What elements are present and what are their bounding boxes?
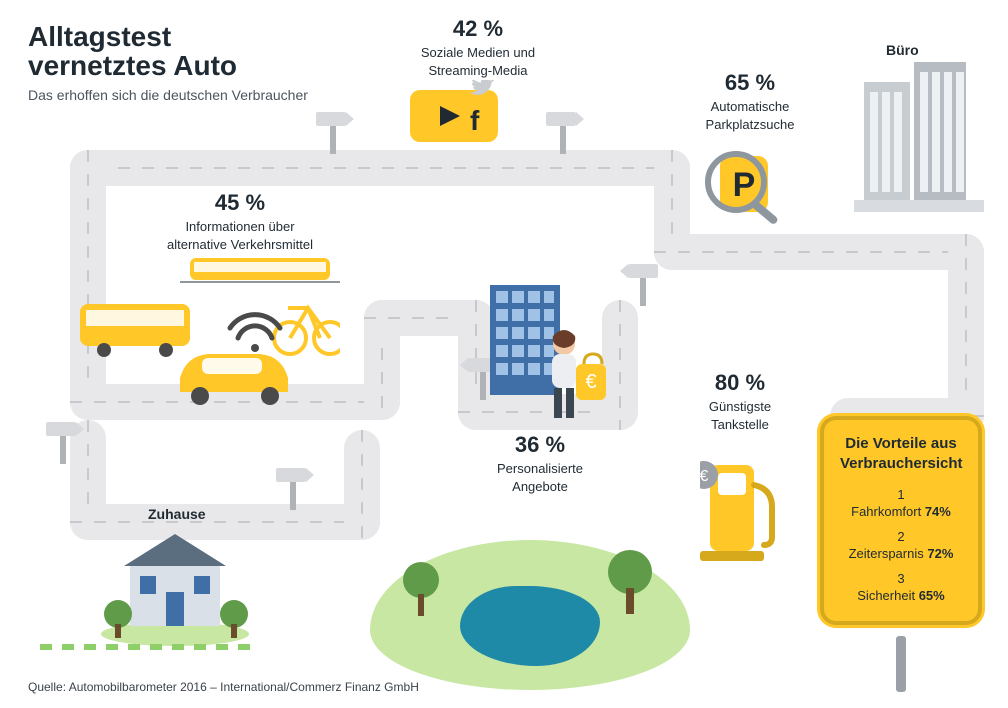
sign-arrow-icon [46, 422, 76, 436]
title: Alltagstest vernetztes Auto [28, 22, 308, 81]
svg-text:P: P [733, 166, 756, 204]
panel-post [896, 636, 906, 692]
home-house-icon [100, 526, 250, 646]
panel-item: 1 Fahrkomfort 74% [840, 487, 962, 519]
source-text: Quelle: Automobilbarometer 2016 – Intern… [28, 680, 419, 694]
road-seg [70, 150, 690, 186]
road-seg [344, 430, 380, 540]
office-towers-icon [854, 62, 984, 212]
stat-label: AutomatischeParkplatzsuche [650, 98, 850, 133]
panel-value: 74% [925, 504, 951, 519]
sign-arrow-icon [276, 468, 306, 482]
svg-text:€: € [585, 371, 596, 393]
media-tile-icon: f [410, 80, 510, 142]
panel-item: 3 Sicherheit 65% [840, 571, 962, 603]
stat-pct: 80 % [655, 370, 825, 396]
title-line2: vernetztes Auto [28, 50, 237, 81]
stat-offers: 36 % PersonalisierteAngebote [440, 432, 640, 495]
stat-pct: 36 % [440, 432, 640, 458]
stat-altinfo: 45 % Informationen überalternative Verke… [110, 190, 370, 253]
office-label: Büro [886, 42, 919, 58]
panel-rank: 2 [840, 529, 962, 544]
subtitle: Das erhoffen sich die deutschen Verbrauc… [28, 87, 308, 103]
sign-arrow-icon [628, 264, 658, 278]
panel-rank: 1 [840, 487, 962, 502]
panel-title: Die Vorteile ausVerbrauchersicht [840, 434, 962, 473]
panel-item: 2 Zeitersparnis 72% [840, 529, 962, 561]
road-seg [654, 234, 984, 270]
grass-dashes [40, 644, 260, 650]
stat-label: GünstigsteTankstelle [655, 398, 825, 433]
stat-label: PersonalisierteAngebote [440, 460, 640, 495]
stat-social: 42 % Soziale Medien undStreaming-Media [378, 16, 578, 79]
fuel-pump-icon: € [700, 455, 780, 565]
panel-label: Sicherheit [857, 588, 915, 603]
stat-parking: 65 % AutomatischeParkplatzsuche [650, 70, 850, 133]
title-block: Alltagstest vernetztes Auto Das erhoffen… [28, 22, 308, 103]
stat-pct: 45 % [110, 190, 370, 216]
svg-text:f: f [470, 105, 480, 136]
panel-value: 72% [927, 546, 953, 561]
title-line1: Alltagstest [28, 21, 171, 52]
panel-label: Zeitersparnis [849, 546, 924, 561]
stat-fuel: 80 % GünstigsteTankstelle [655, 370, 825, 433]
park-tree-icon [396, 560, 446, 620]
home-label: Zuhause [148, 506, 206, 522]
multimodal-transport-icon [80, 258, 340, 408]
panel-value: 65% [919, 588, 945, 603]
infographic-canvas: Alltagstest vernetztes Auto Das erhoffen… [0, 0, 1008, 708]
svg-text:€: € [700, 468, 709, 485]
parking-magnifier-icon: P [700, 138, 790, 228]
benefits-panel: Die Vorteile ausVerbrauchersicht 1 Fahrk… [820, 416, 982, 625]
park-tree-icon [600, 548, 660, 618]
stat-label: Informationen überalternative Verkehrsmi… [110, 218, 370, 253]
shopper-person-icon: € [540, 330, 610, 425]
sign-arrow-icon [546, 112, 576, 126]
stat-pct: 42 % [378, 16, 578, 42]
sign-arrow-icon [316, 112, 346, 126]
stat-pct: 65 % [650, 70, 850, 96]
stat-label: Soziale Medien undStreaming-Media [378, 44, 578, 79]
panel-label: Fahrkomfort [851, 504, 921, 519]
panel-rank: 3 [840, 571, 962, 586]
